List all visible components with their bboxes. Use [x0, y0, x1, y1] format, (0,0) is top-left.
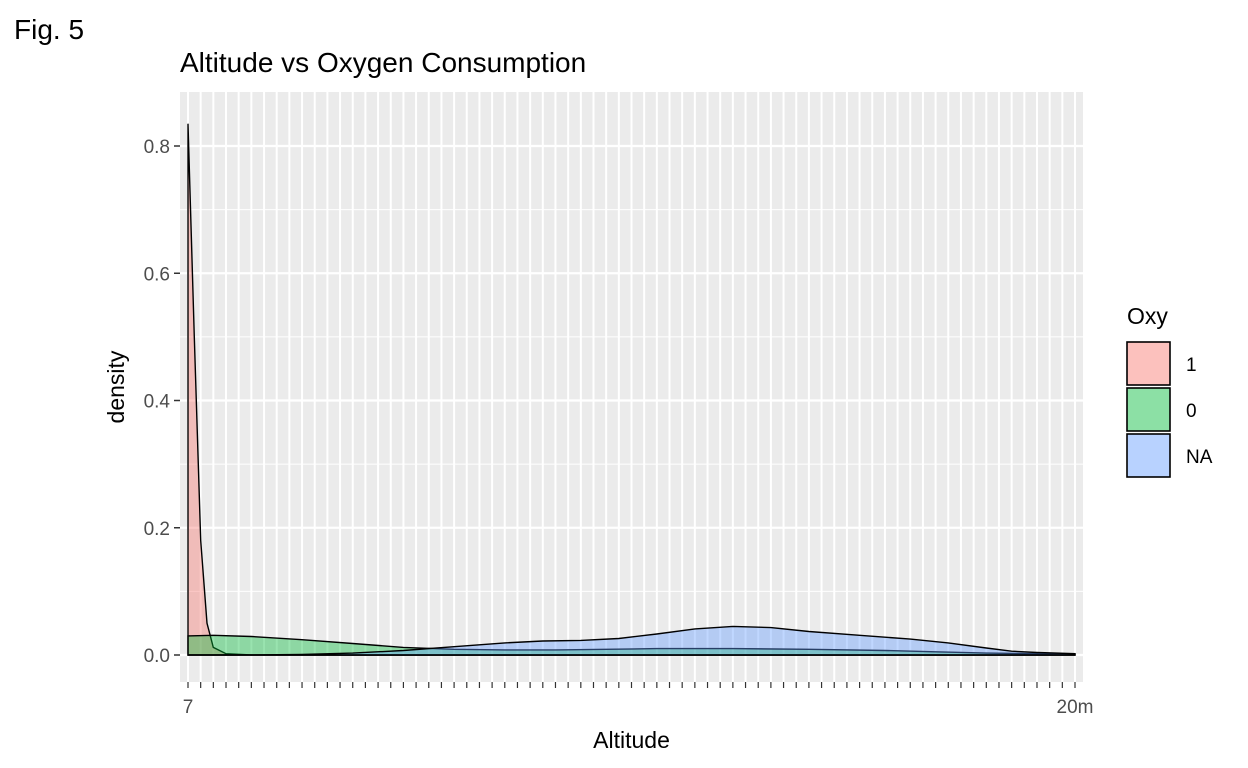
x-tick-label: 20m	[1057, 697, 1094, 718]
legend: Oxy 1 0 NA	[1126, 303, 1213, 478]
legend-label-na: NA	[1186, 447, 1213, 468]
chart-title: Altitude vs Oxygen Consumption	[180, 47, 586, 78]
y-tick-label: 0.0	[144, 646, 170, 667]
x-axis-title: Altitude	[593, 727, 670, 753]
x-axis-ticks: 7 20m	[183, 682, 1094, 718]
y-axis-title: density	[103, 350, 129, 423]
legend-label-0: 0	[1186, 401, 1197, 422]
grid-major	[180, 92, 1083, 682]
legend-key-1	[1126, 341, 1171, 386]
y-tick-label: 0.4	[144, 392, 171, 413]
legend-key-0	[1126, 387, 1171, 432]
density-areas	[187, 123, 1076, 656]
density-area-na	[188, 625, 1076, 656]
y-tick-label: 0.2	[144, 519, 170, 540]
legend-title: Oxy	[1127, 303, 1168, 329]
x-tick-label: 7	[183, 697, 194, 718]
y-tick-label: 0.6	[144, 264, 170, 285]
legend-key-na	[1126, 433, 1171, 478]
y-axis-ticks: 0.0 0.2 0.4 0.6 0.8	[144, 137, 180, 667]
figure-label: Fig. 5	[14, 14, 85, 45]
legend-label-1: 1	[1186, 355, 1197, 376]
y-tick-label: 0.8	[144, 137, 170, 158]
